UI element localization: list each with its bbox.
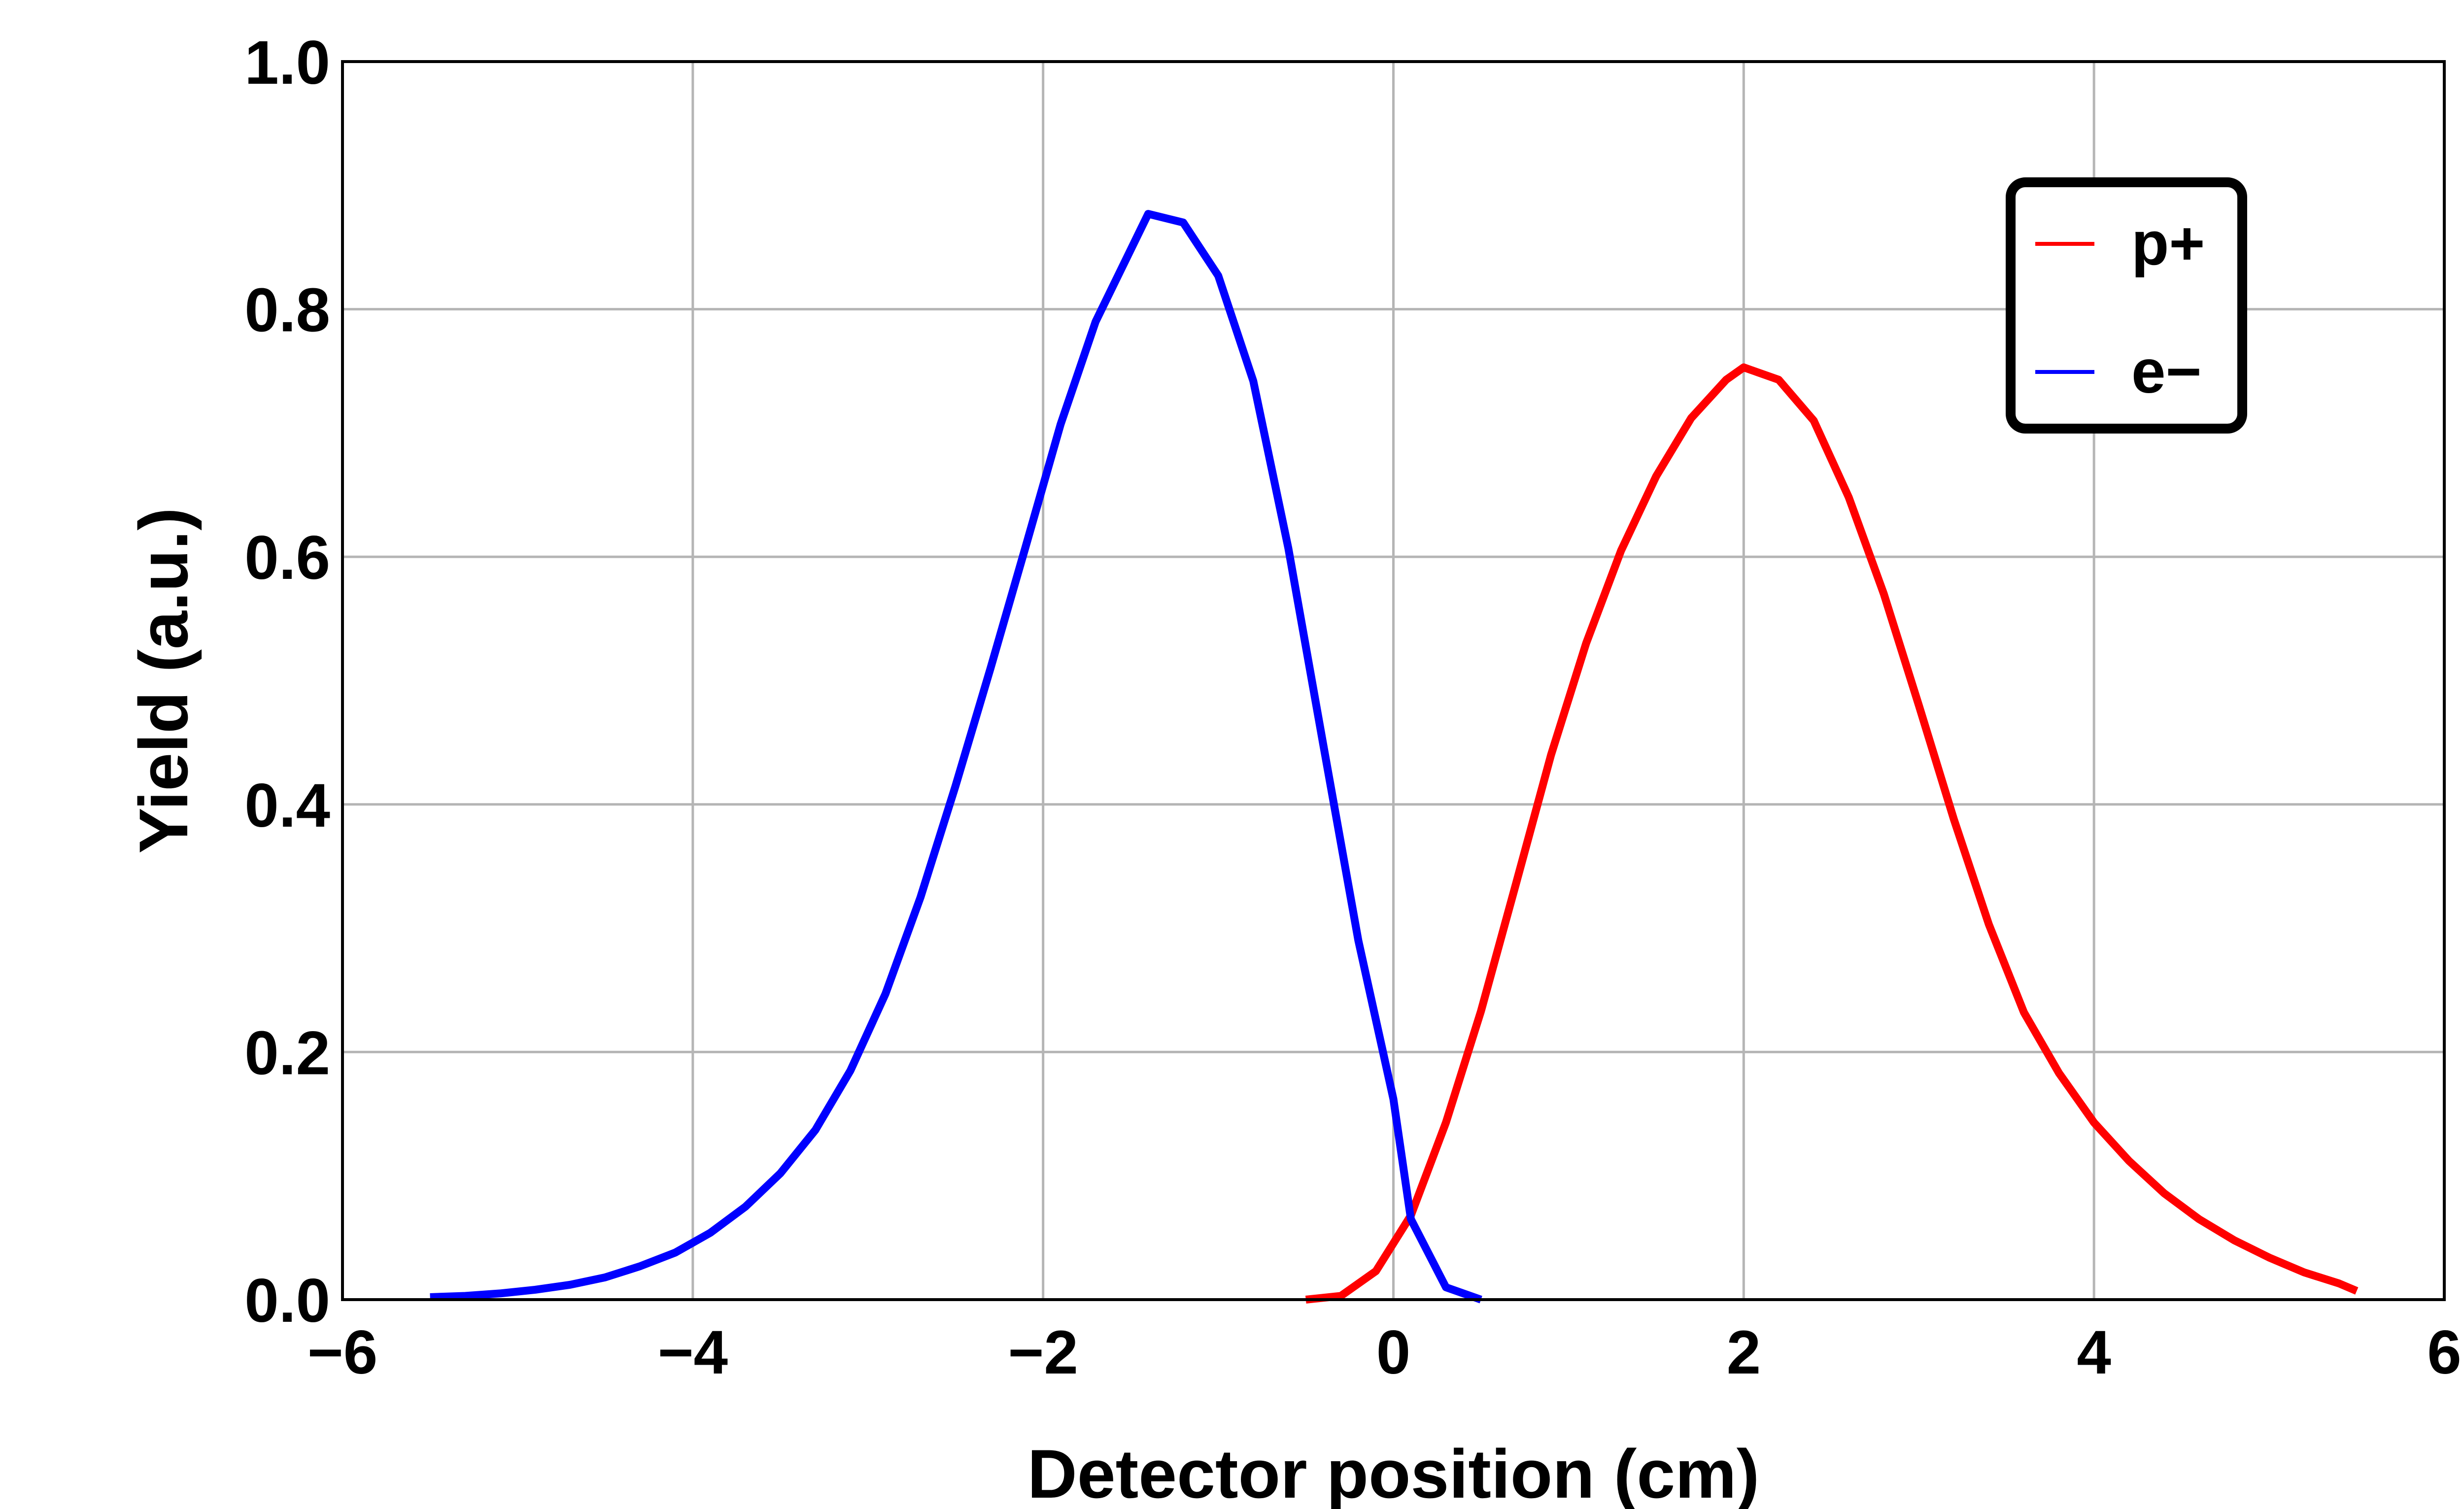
x-axis-ticks: −6 −4 −2 0 2 4 6 (308, 1318, 2462, 1387)
y-tick-label: 0.0 (244, 1267, 330, 1335)
y-axis-label: Yield (a.u.) (125, 507, 202, 854)
y-axis-ticks: 0.0 0.2 0.4 0.6 0.8 1.0 (244, 29, 330, 1335)
legend-box (2006, 177, 2247, 434)
series-1 (430, 210, 1482, 1304)
series-line (430, 210, 1482, 1304)
x-tick-label: 0 (1376, 1318, 1411, 1387)
x-axis-label: Detector position (cm) (1027, 1435, 1760, 1509)
series-layer (430, 210, 2359, 1304)
y-tick-label: 1.0 (244, 29, 330, 97)
x-tick-label: −4 (658, 1318, 728, 1387)
series-0 (1305, 363, 2359, 1304)
legend-label: p+ (2131, 209, 2205, 278)
legend-item: p+ (2035, 209, 2205, 278)
y-tick-label: 0.6 (244, 524, 330, 592)
x-tick-label: 6 (2427, 1318, 2462, 1387)
y-tick-label: 0.4 (244, 771, 330, 840)
x-tick-label: 2 (1727, 1318, 1761, 1387)
x-tick-label: 4 (2077, 1318, 2111, 1387)
y-tick-label: 0.2 (244, 1019, 330, 1087)
legend-label: e− (2131, 337, 2202, 406)
x-tick-label: −6 (308, 1318, 378, 1387)
x-tick-label: −2 (1008, 1318, 1078, 1387)
legend-item: e− (2035, 337, 2202, 406)
legend: p+ e− (2006, 177, 2247, 434)
plot-frame (341, 60, 2446, 1301)
y-tick-label: 0.8 (244, 276, 330, 345)
series-line (1305, 363, 2359, 1304)
